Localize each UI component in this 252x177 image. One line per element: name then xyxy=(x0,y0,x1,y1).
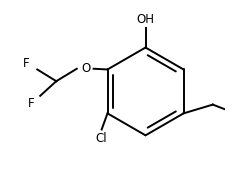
Text: F: F xyxy=(23,57,30,70)
Text: O: O xyxy=(81,62,90,75)
Text: OH: OH xyxy=(136,13,154,25)
Text: Cl: Cl xyxy=(96,132,107,145)
Text: F: F xyxy=(28,97,34,110)
